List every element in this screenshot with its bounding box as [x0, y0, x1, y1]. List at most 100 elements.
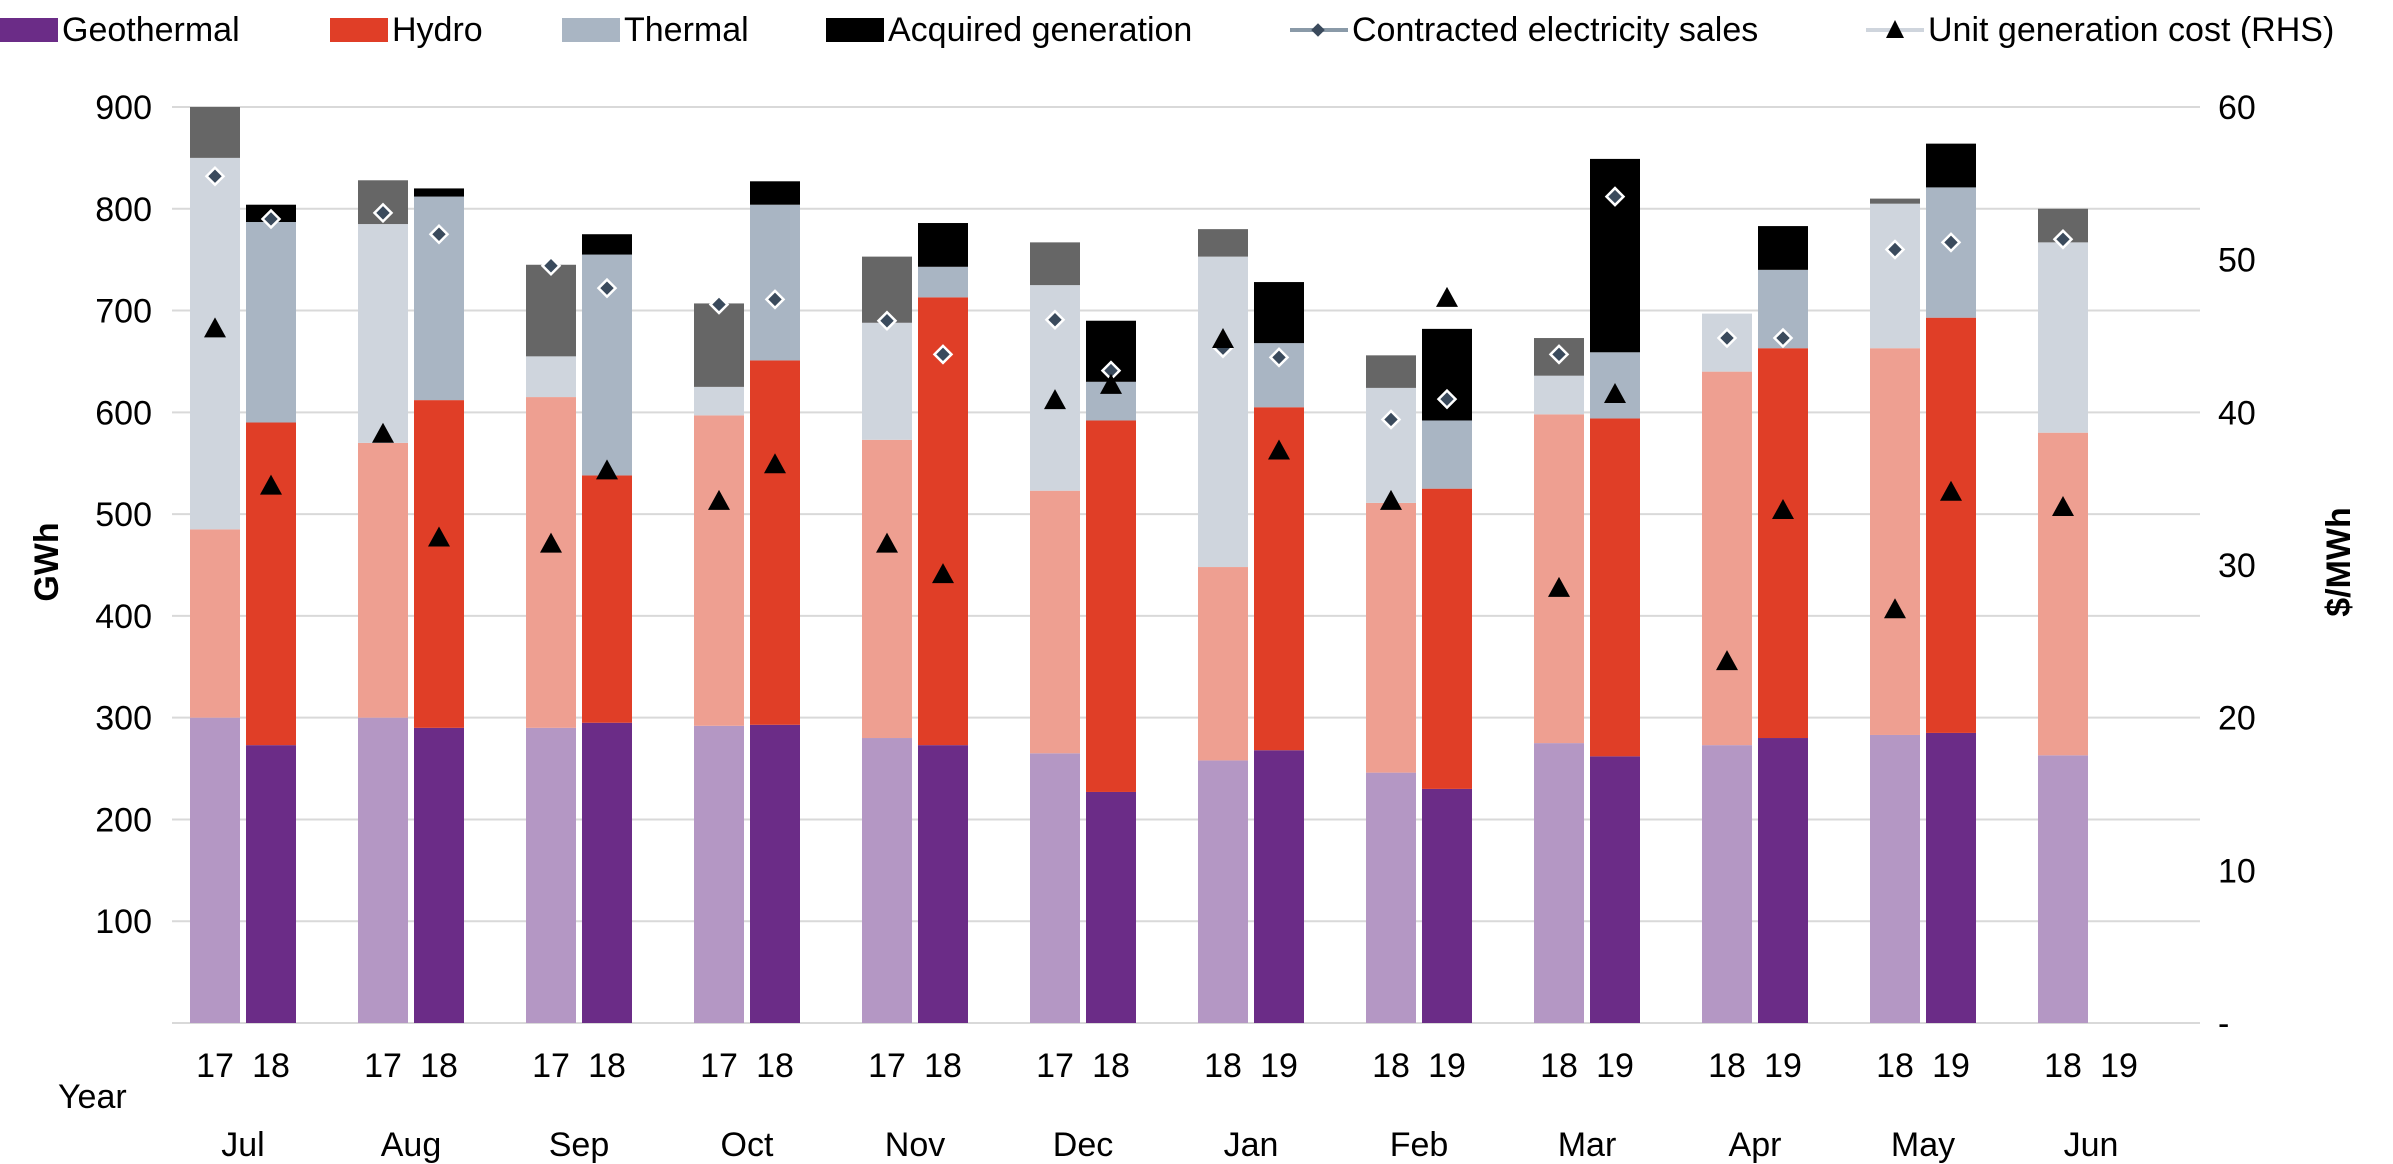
marker-unit-cost	[260, 474, 282, 495]
bar-hydro	[1198, 567, 1248, 761]
y-tick-label: 400	[95, 598, 152, 636]
bar-geothermal	[862, 738, 912, 1023]
x-year-tick-label: 19	[1932, 1047, 1970, 1085]
legend-item-thermal: Thermal	[562, 8, 749, 52]
bar-geothermal	[1702, 745, 1752, 1023]
y-tick-label: 300	[95, 700, 152, 738]
bar-acquired-generation	[1758, 226, 1808, 270]
bar-geothermal	[1198, 760, 1248, 1023]
y-tick-label: 900	[95, 89, 152, 127]
marker-unit-cost	[1268, 439, 1290, 460]
marker-contracted-sales	[1716, 327, 1738, 349]
y-axis-right-title: $/MWh	[2320, 507, 2358, 617]
x-year-tick-label: 17	[532, 1047, 570, 1085]
marker-contracted-sales	[428, 223, 450, 245]
x-axis-year-label: Year	[58, 1078, 127, 1116]
x-year-tick-label: 17	[196, 1047, 234, 1085]
bar-geothermal	[750, 724, 800, 1023]
bar-acquired-generation	[190, 107, 240, 158]
marker-contracted-sales	[372, 202, 394, 224]
marker-contracted-sales	[1884, 239, 1906, 260]
legend-item-contracted: #lgc::before{background:#8a9aa8;} Contra…	[1290, 8, 1758, 52]
legend-item-hydro: Hydro	[330, 8, 483, 52]
x-year-tick-label: 19	[1428, 1047, 1466, 1085]
y-tick-label: 800	[95, 191, 152, 229]
x-month-label: Jan	[1224, 1126, 1279, 1164]
legend-label-geothermal: Geothermal	[62, 10, 240, 49]
marker-contracted-sales	[1044, 309, 1066, 330]
chart-legend: Geothermal Hydro Thermal Acquired genera…	[0, 0, 2393, 60]
marker-unit-cost	[1940, 480, 1962, 501]
y-axis-right-ticks: - 10 20 30 40 50 60	[2218, 89, 2256, 1043]
bar-acquired-generation	[414, 188, 464, 197]
bar-geothermal	[190, 717, 240, 1023]
marker-unit-cost	[1884, 598, 1906, 619]
bar-geothermal	[1534, 743, 1584, 1023]
legend-item-acquired: Acquired generation	[826, 8, 1192, 52]
y2-tick-label: -	[2218, 1005, 2229, 1043]
bar-geothermal	[1030, 753, 1080, 1023]
marker-unit-cost	[1380, 489, 1402, 510]
bar-geothermal	[414, 727, 464, 1023]
marker-contracted-sales	[1268, 347, 1290, 368]
legend-swatch-thermal	[562, 18, 620, 42]
bar-hydro	[750, 360, 800, 725]
bar-thermal	[1366, 387, 1416, 503]
bar-hydro	[1254, 407, 1304, 751]
bar-geothermal	[246, 745, 296, 1023]
bar-hydro	[246, 422, 296, 746]
y2-tick-label: 50	[2218, 242, 2256, 280]
x-month-label: Nov	[885, 1126, 945, 1164]
y-tick-label: 500	[95, 496, 152, 534]
x-year-tick-label: 18	[252, 1047, 290, 1085]
bar-hydro	[1590, 418, 1640, 757]
x-year-tick-label: 18	[1372, 1047, 1410, 1085]
bar-acquired-generation	[1030, 242, 1080, 286]
marker-unit-cost	[204, 317, 226, 338]
y-tick-label: 200	[95, 801, 152, 839]
legend-label-acquired: Acquired generation	[888, 10, 1193, 49]
bar-hydro	[414, 400, 464, 728]
x-year-tick-label: 17	[700, 1047, 738, 1085]
bar-geothermal	[694, 725, 744, 1023]
x-year-tick-label: 18	[1092, 1047, 1130, 1085]
x-year-tick-label: 17	[1036, 1047, 1074, 1085]
marker-unit-cost	[1772, 499, 1794, 520]
bar-acquired-generation	[750, 181, 800, 205]
bar-hydro	[1758, 348, 1808, 739]
gridlines	[172, 106, 2200, 1024]
marker-contracted-sales	[1604, 186, 1626, 207]
generation-chart: 100 200 300 400 500 600 700 800 900 - 10 20 30 40 50 6…	[28, 89, 2358, 1164]
marker-unit-cost	[1436, 286, 1458, 307]
bar-hydro	[1422, 488, 1472, 789]
y-axis-left-title: GWh	[28, 522, 66, 601]
x-month-label: Jul	[221, 1126, 264, 1164]
marker-contracted-sales	[1548, 344, 1570, 365]
legend-label-hydro: Hydro	[392, 10, 483, 49]
x-year-tick-label: 18	[2044, 1047, 2082, 1085]
x-year-tick-label: 18	[756, 1047, 794, 1085]
bar-acquired-generation	[1366, 355, 1416, 388]
marker-unit-cost	[1212, 328, 1234, 349]
marker-contracted-sales	[1772, 327, 1794, 349]
bar-hydro	[358, 442, 408, 718]
x-month-label: May	[1891, 1126, 1955, 1164]
bar-thermal	[358, 224, 408, 443]
bar-hydro	[1870, 348, 1920, 735]
marker-contracted-sales	[204, 165, 226, 187]
marker-contracted-sales	[1940, 232, 1962, 253]
marker-contracted-sales	[1380, 409, 1402, 430]
x-year-tick-label: 18	[1204, 1047, 1242, 1085]
marker-contracted-sales	[1100, 360, 1122, 381]
bar-thermal	[526, 356, 576, 398]
bar-geothermal	[1086, 791, 1136, 1023]
x-month-label: Dec	[1053, 1126, 1113, 1164]
bar-thermal	[862, 322, 912, 440]
y-tick-label: 600	[95, 394, 152, 432]
y2-tick-label: 40	[2218, 394, 2256, 432]
legend-item-unit-cost: Unit generation cost (RHS)	[1866, 8, 2334, 52]
y2-tick-label: 60	[2218, 89, 2256, 127]
legend-label-contracted: Contracted electricity sales	[1352, 10, 1759, 49]
x-year-tick-label: 18	[1540, 1047, 1578, 1085]
bar-geothermal	[1870, 734, 1920, 1023]
